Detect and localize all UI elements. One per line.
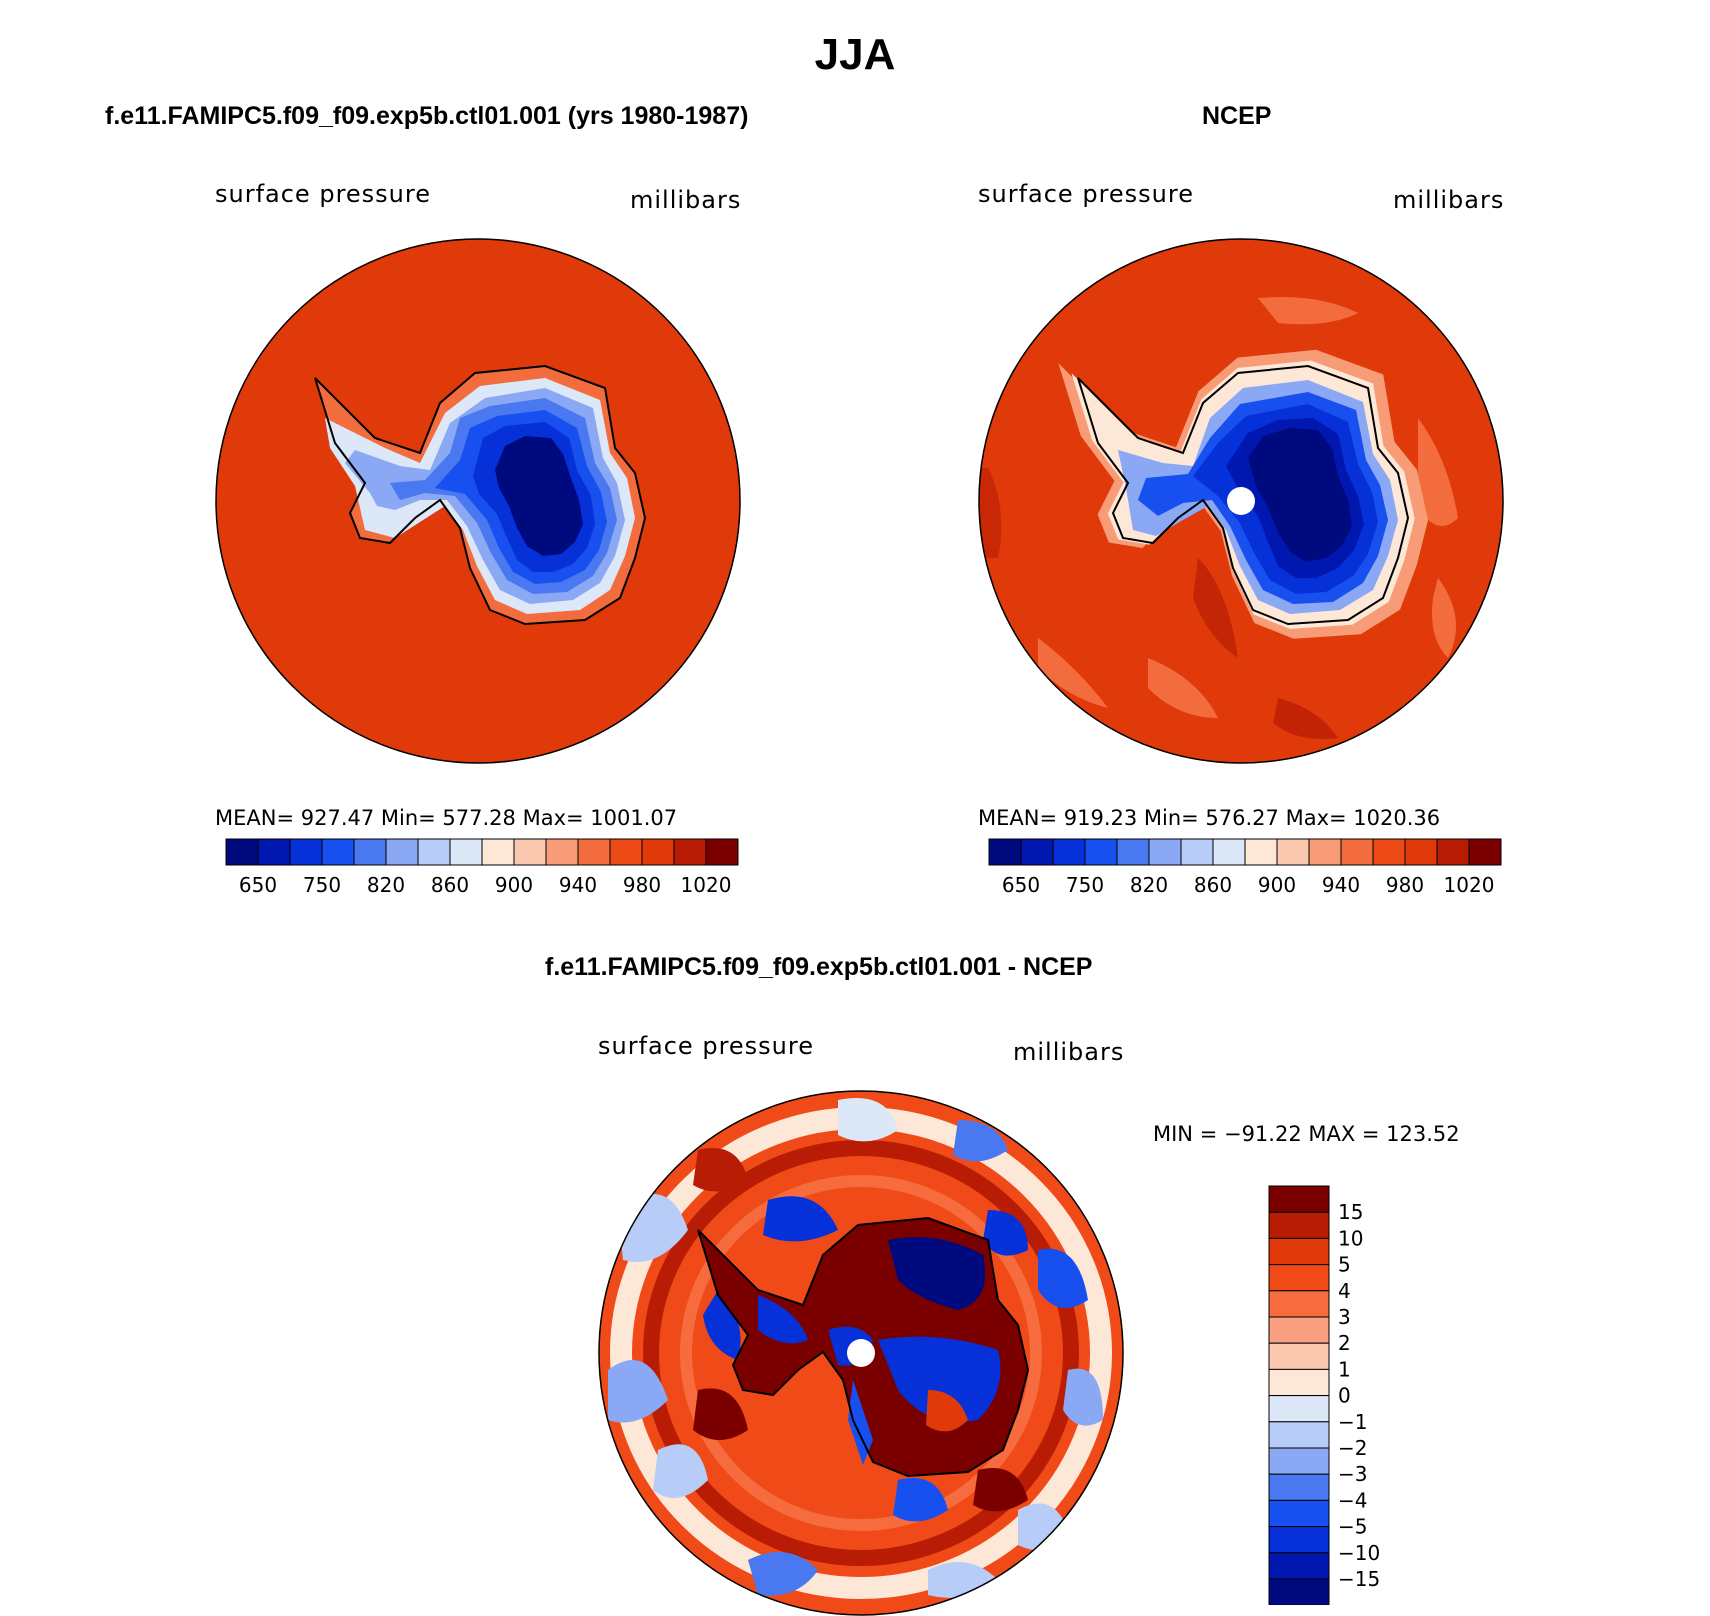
colorbar-cell bbox=[1404, 838, 1438, 866]
figure-title: JJA bbox=[814, 30, 896, 79]
colorbar-tick-label: 15 bbox=[1338, 1200, 1363, 1224]
colorbar-tick-label: 750 bbox=[303, 873, 341, 897]
obs-panel-title: NCEP bbox=[1202, 102, 1272, 130]
colorbar-cell bbox=[545, 838, 579, 866]
colorbar-cell bbox=[1268, 1237, 1330, 1266]
colorbar-cell bbox=[609, 838, 643, 866]
colorbar-tick-label: 820 bbox=[1130, 873, 1168, 897]
colorbar-tick-label: 1020 bbox=[1444, 873, 1495, 897]
colorbar-cell bbox=[1084, 838, 1118, 866]
colorbar-cell bbox=[1468, 838, 1502, 866]
colorbar-cell bbox=[1212, 838, 1246, 866]
colorbar-tick-label: −5 bbox=[1338, 1515, 1367, 1539]
colorbar-cell bbox=[1244, 838, 1278, 866]
model-colorbar: 650 750 820 860 900 940 980 1020 bbox=[225, 838, 739, 897]
colorbar-tick-label: −2 bbox=[1338, 1436, 1367, 1460]
colorbar-cell bbox=[1268, 1578, 1330, 1605]
colorbar-tick-label: 10 bbox=[1338, 1226, 1363, 1250]
colorbar-cell bbox=[1020, 838, 1054, 866]
colorbar-cell bbox=[577, 838, 611, 866]
colorbar-tick-label: 900 bbox=[495, 873, 533, 897]
colorbar-tick-label: 650 bbox=[239, 873, 277, 897]
colorbar-cell bbox=[1436, 838, 1470, 866]
obs-polar-map bbox=[978, 238, 1504, 764]
model-polar-map bbox=[215, 238, 741, 764]
colorbar-cell bbox=[353, 838, 387, 866]
colorbar-tick-label: 3 bbox=[1338, 1305, 1351, 1329]
colorbar-cell bbox=[1268, 1421, 1330, 1449]
colorbar-cell bbox=[1052, 838, 1086, 866]
colorbar-cell bbox=[988, 838, 1022, 866]
colorbar-cell bbox=[289, 838, 323, 866]
colorbar-tick-label: 4 bbox=[1338, 1279, 1351, 1303]
colorbar-tick-label: 650 bbox=[1002, 873, 1040, 897]
colorbar-cell bbox=[1268, 1499, 1330, 1528]
colorbar-tick-label: 750 bbox=[1066, 873, 1104, 897]
colorbar-cell bbox=[1180, 838, 1214, 866]
colorbar-tick-label: 0 bbox=[1338, 1384, 1351, 1408]
colorbar-cell bbox=[225, 838, 259, 866]
colorbar-tick-label: 940 bbox=[559, 873, 597, 897]
colorbar-cell bbox=[1308, 838, 1342, 866]
colorbar-cell bbox=[1268, 1447, 1330, 1475]
model-units-label: millibars bbox=[630, 186, 742, 214]
colorbar-cell bbox=[1116, 838, 1150, 866]
colorbar-cell bbox=[673, 838, 707, 866]
colorbar-cell bbox=[513, 838, 547, 866]
colorbar-cell bbox=[449, 838, 483, 866]
colorbar-tick-label: 1 bbox=[1338, 1357, 1351, 1381]
colorbar-cell bbox=[321, 838, 355, 866]
colorbar-cell bbox=[1340, 838, 1374, 866]
colorbar-cell bbox=[1268, 1395, 1330, 1423]
colorbar-cell bbox=[417, 838, 451, 866]
diff-variable-label: surface pressure bbox=[598, 1032, 814, 1060]
colorbar-tick-label: 980 bbox=[623, 873, 661, 897]
model-panel-title: f.e11.FAMIPC5.f09_f09.exp5b.ctl01.001 (y… bbox=[105, 102, 749, 130]
colorbar-cell bbox=[1148, 838, 1182, 866]
colorbar-tick-label: 860 bbox=[431, 873, 469, 897]
colorbar-cell bbox=[1268, 1290, 1330, 1318]
obs-variable-label: surface pressure bbox=[978, 180, 1194, 208]
colorbar-cell bbox=[1268, 1473, 1330, 1501]
colorbar-cell bbox=[1268, 1264, 1330, 1292]
colorbar-tick-label: 900 bbox=[1258, 873, 1296, 897]
colorbar-cell bbox=[1268, 1185, 1330, 1213]
colorbar-cell bbox=[481, 838, 515, 866]
colorbar-cell bbox=[641, 838, 675, 866]
colorbar-tick-label: 1020 bbox=[681, 873, 732, 897]
colorbar-tick-label: 5 bbox=[1338, 1253, 1351, 1277]
colorbar-tick-label: 980 bbox=[1386, 873, 1424, 897]
obs-stats: MEAN= 919.23 Min= 576.27 Max= 1020.36 bbox=[978, 806, 1441, 830]
colorbar-cell bbox=[705, 838, 739, 866]
model-stats: MEAN= 927.47 Min= 577.28 Max= 1001.07 bbox=[215, 806, 678, 830]
obs-units-label: millibars bbox=[1393, 186, 1505, 214]
colorbar-tick-label: 860 bbox=[1194, 873, 1232, 897]
obs-colorbar: 650 750 820 860 900 940 980 1020 bbox=[988, 838, 1502, 897]
diff-polar-map bbox=[598, 1090, 1124, 1616]
colorbar-cell bbox=[385, 838, 419, 866]
colorbar-tick-label: −1 bbox=[1338, 1410, 1367, 1434]
diff-stats: MIN = −91.22 MAX = 123.52 bbox=[1153, 1122, 1460, 1146]
colorbar-cell bbox=[1372, 838, 1406, 866]
colorbar-tick-label: −15 bbox=[1338, 1567, 1380, 1591]
colorbar-tick-label: −4 bbox=[1338, 1488, 1367, 1512]
diff-panel-title: f.e11.FAMIPC5.f09_f09.exp5b.ctl01.001 - … bbox=[545, 953, 1093, 981]
colorbar-cell bbox=[1268, 1552, 1330, 1580]
colorbar-tick-label: 820 bbox=[367, 873, 405, 897]
colorbar-tick-label: −10 bbox=[1338, 1541, 1380, 1565]
colorbar-cell bbox=[1268, 1316, 1330, 1344]
colorbar-tick-label: −3 bbox=[1338, 1462, 1367, 1486]
diff-units-label: millibars bbox=[1013, 1038, 1125, 1066]
colorbar-cell bbox=[1268, 1526, 1330, 1554]
colorbar-cell bbox=[1268, 1368, 1330, 1397]
model-variable-label: surface pressure bbox=[215, 180, 431, 208]
colorbar-tick-label: 940 bbox=[1322, 873, 1360, 897]
colorbar-tick-label: 2 bbox=[1338, 1331, 1351, 1355]
colorbar-cell bbox=[1268, 1211, 1330, 1239]
colorbar-cell bbox=[257, 838, 291, 866]
colorbar-cell bbox=[1268, 1342, 1330, 1370]
colorbar-cell bbox=[1276, 838, 1310, 866]
